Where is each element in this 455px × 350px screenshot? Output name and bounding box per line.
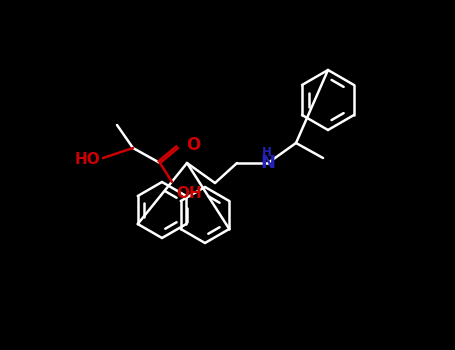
Text: O: O <box>186 136 200 154</box>
Text: OH: OH <box>176 186 202 201</box>
Text: N: N <box>261 154 275 172</box>
Text: HO: HO <box>74 152 100 167</box>
Text: H: H <box>262 146 272 159</box>
